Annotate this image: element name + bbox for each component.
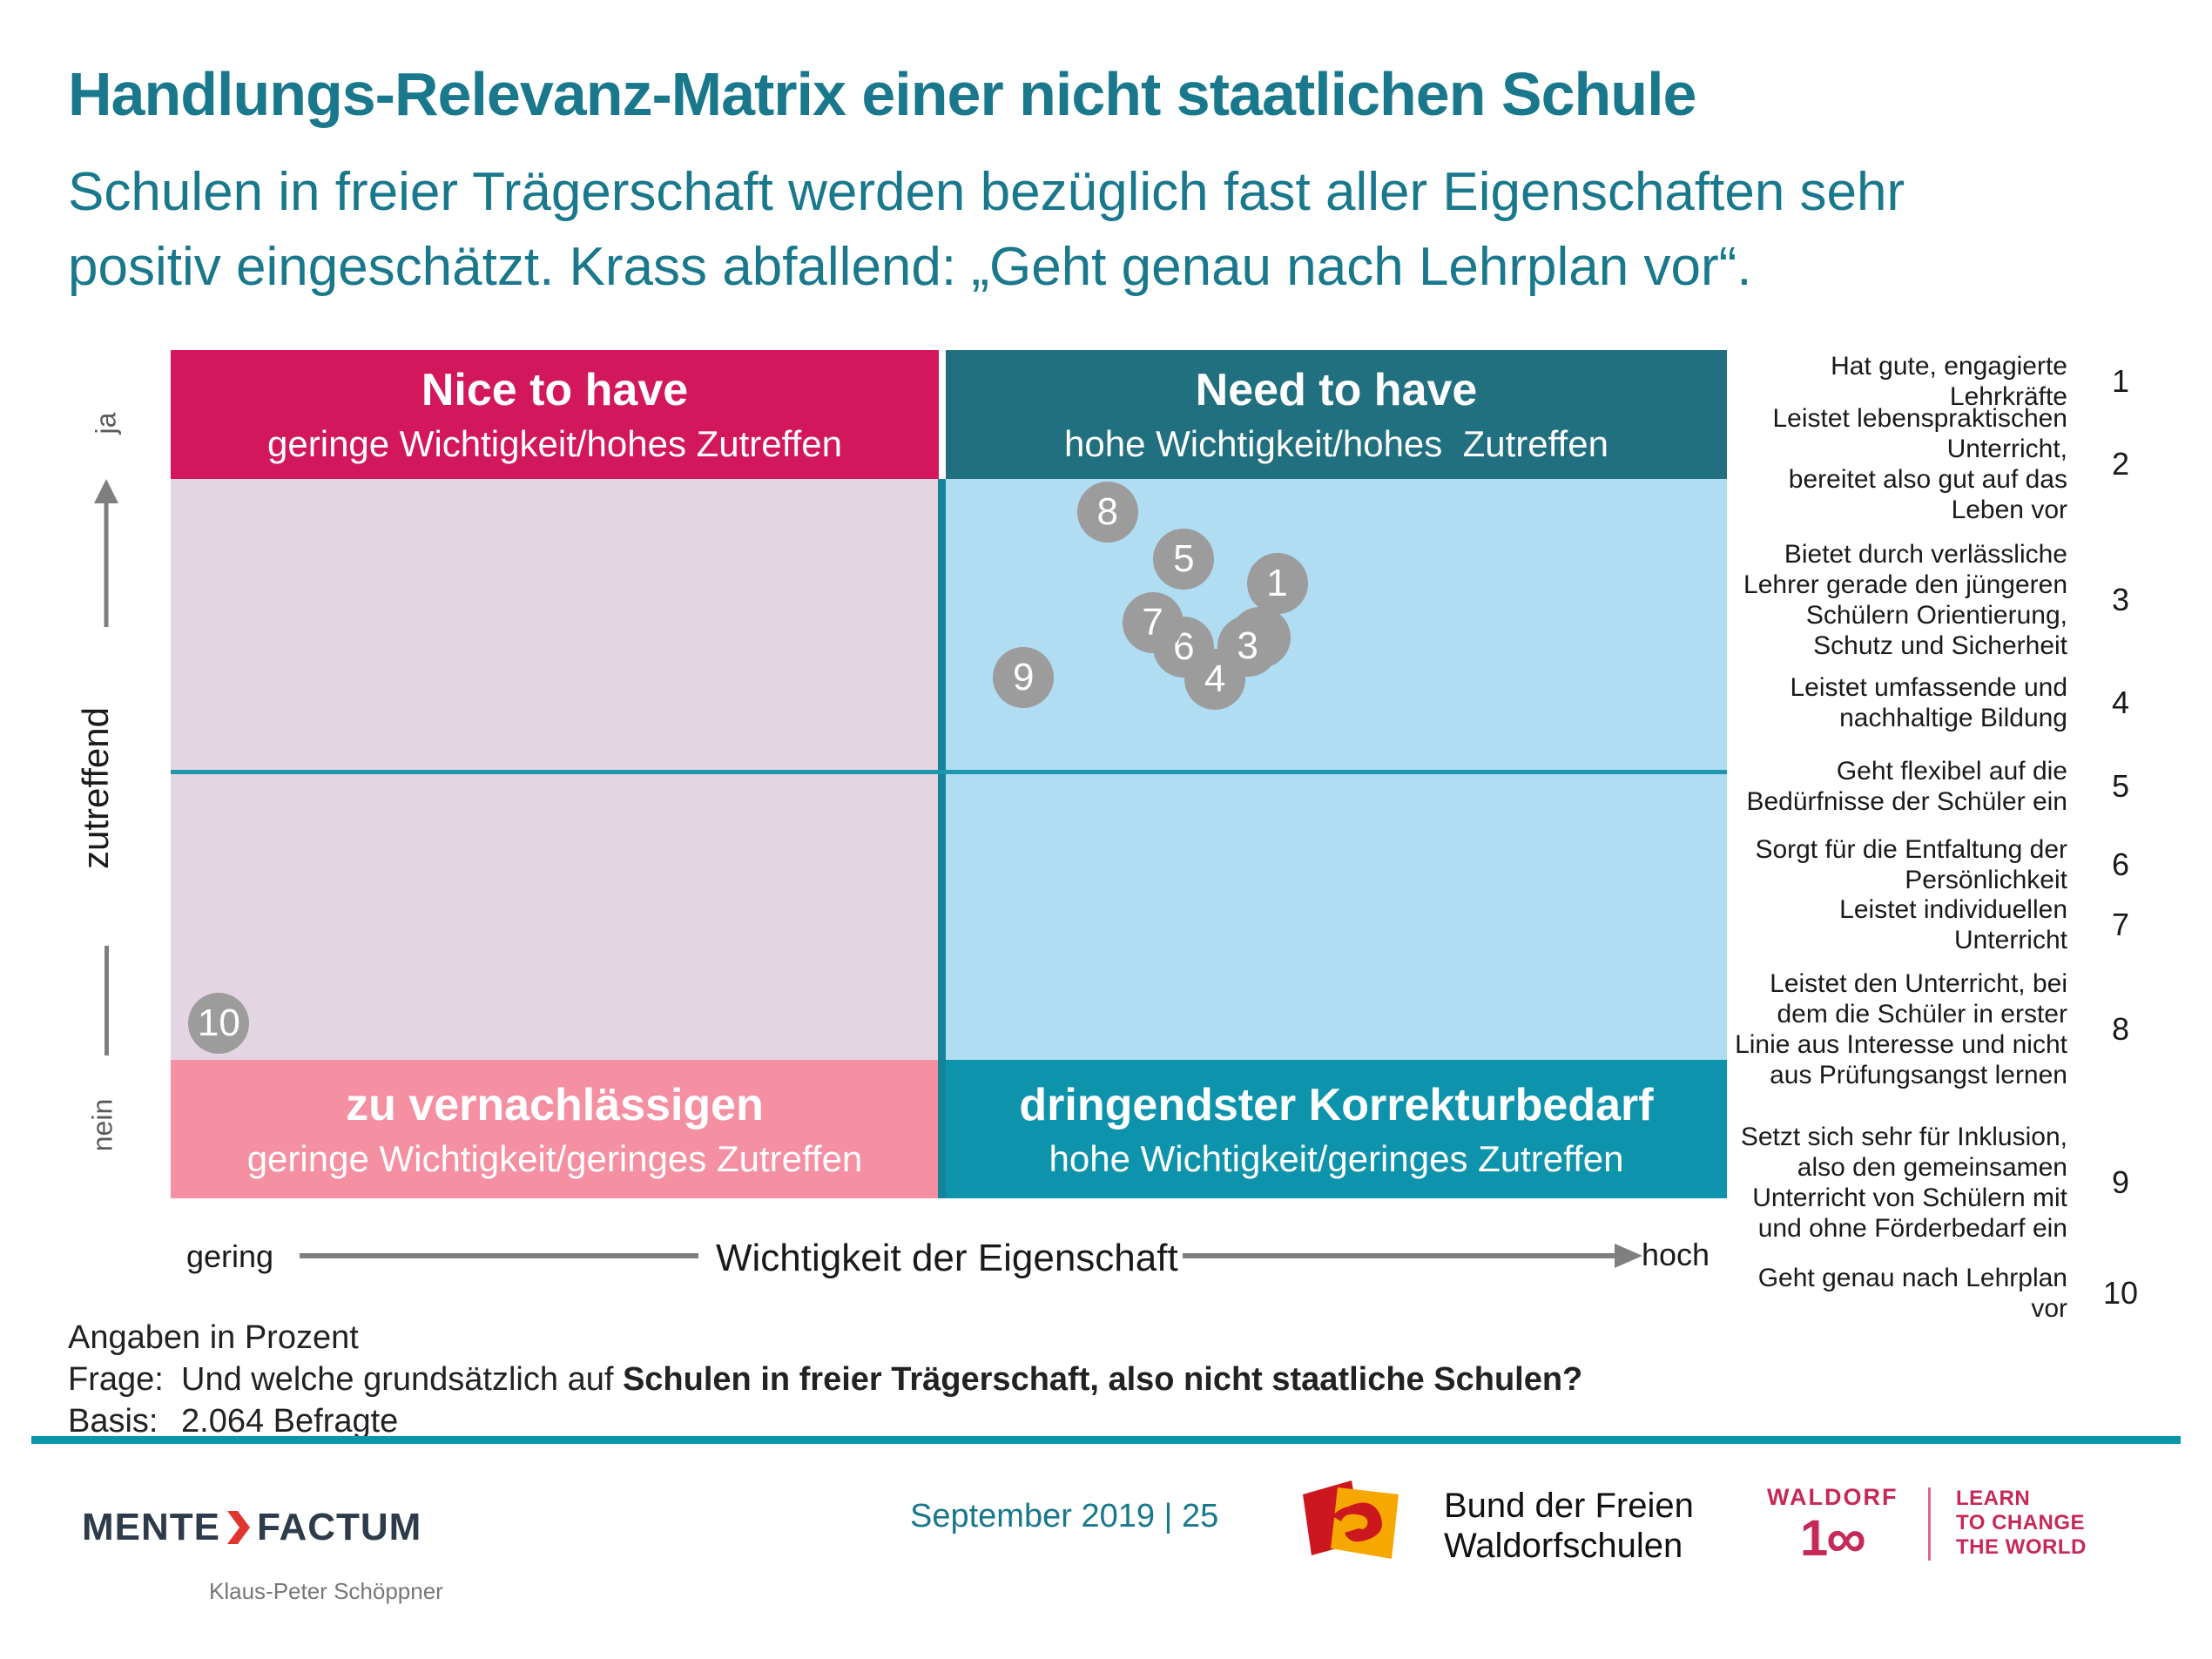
data-point-5: 5 — [1153, 528, 1215, 590]
legend-item-number: 9 — [2111, 1164, 2130, 1200]
data-point-10: 10 — [188, 993, 250, 1055]
waldorf-divider — [1928, 1487, 1931, 1561]
legend-item-text: Setzt sich sehr für Inklusion, also den … — [1740, 1123, 2067, 1243]
legend-item-text: Leistet lebenspraktischen Unterricht, be… — [1772, 404, 2067, 524]
waldorf-wordmark: WALDORF — [1767, 1484, 1898, 1510]
page-date: September 2019 | 25 — [910, 1498, 1219, 1534]
legend-item: Geht flexibel auf die Bedürfnisse der Sc… — [1746, 756, 2151, 817]
legend-item: Leistet umfassende und nachhaltige Bildu… — [1790, 672, 2151, 733]
quadrant-neglect: zu vernachlässigen geringe Wichtigkeit/g… — [171, 1060, 939, 1198]
data-point-7: 7 — [1122, 591, 1184, 653]
legend-item: Bietet durch verlässliche Lehrer gerade … — [1743, 539, 2151, 661]
data-point-4: 4 — [1184, 648, 1246, 710]
legend-item-number: 4 — [2111, 685, 2130, 720]
legend-item: Geht genau nach Lehrplan vor 10 — [1758, 1263, 2151, 1324]
quadrant-title: Need to have — [1195, 365, 1478, 415]
legend-item-text: Leistet individuellen Unterricht — [1839, 895, 2067, 954]
data-point-8: 8 — [1076, 482, 1138, 543]
data-point-3: 3 — [1217, 615, 1278, 677]
quadrant-title: Nice to have — [421, 365, 689, 415]
bund-line1: Bund der Freien — [1444, 1487, 1694, 1525]
frage-label: Frage: — [68, 1361, 164, 1398]
quadrant-subtitle: geringe Wichtigkeit/hohes Zutreffen — [267, 423, 842, 464]
legend-item: Leistet individuellen Unterricht 7 — [1839, 894, 2151, 955]
mente-wordmark-right: FACTUM — [257, 1506, 422, 1548]
legend-item-number: 3 — [2111, 582, 2130, 617]
legend-item-text: Leistet den Unterricht, bei dem die Schü… — [1735, 969, 2067, 1089]
bund-line2: Waldorfschulen — [1444, 1527, 1683, 1565]
basis-row: Basis: 2.064 Befragte — [68, 1400, 1582, 1442]
legend-item: Leistet lebenspraktischen Unterricht, be… — [1772, 403, 2151, 525]
y-axis-line — [105, 946, 109, 1055]
y-axis-arrow-icon — [94, 479, 118, 627]
angaben-note: Angaben in Prozent — [68, 1317, 1582, 1359]
legend-item-number: 7 — [2111, 907, 2130, 942]
waldorf-tagline: LEARN TO CHANGE THE WORLD — [1956, 1487, 2087, 1559]
chevron-icon — [227, 1511, 250, 1544]
quadrant-title: dringendster Korrekturbedarf — [1019, 1079, 1654, 1130]
notes-block: Angaben in Prozent Frage: Und welche gru… — [68, 1317, 1582, 1442]
quadrant-area-left — [171, 479, 939, 1060]
angaben-text: Angaben in Prozent — [68, 1319, 359, 1356]
x-axis-title: Wichtigkeit der Eigenschaft — [716, 1237, 1178, 1279]
mente-wordmark-left: MENTE — [82, 1506, 220, 1548]
scatter-points: 12345678910 — [171, 350, 1727, 1198]
legend-item-number: 10 — [2102, 1275, 2139, 1311]
legend-item-text: Geht flexibel auf die Bedürfnisse der Sc… — [1746, 757, 2067, 816]
matrix-vertical-divider — [938, 479, 946, 1198]
legend-item-number: 1 — [2111, 363, 2130, 399]
legend-item-number: 6 — [2111, 846, 2130, 882]
legend-item: Hat gute, engagierte Lehrkräfte 1 — [1831, 351, 2151, 412]
quadrant-need-to-have: Need to have hohe Wichtigkeit/hohes Zutr… — [946, 350, 1727, 479]
waldorf-100-mark: 1 ∞ — [1800, 1507, 1866, 1569]
page-title: Handlungs-Relevanz-Matrix einer nicht st… — [68, 60, 1696, 128]
page-subtitle: Schulen in freier Trägerschaft werden be… — [68, 162, 1905, 297]
x-axis-label-hoch: hoch — [1642, 1237, 1710, 1272]
quadrant-area-right — [946, 479, 1727, 1060]
basis-value: 2.064 Befragte — [181, 1403, 399, 1440]
quadrant-subtitle: geringe Wichtigkeit/geringes Zutreffen — [246, 1137, 863, 1179]
divider-rule — [31, 1436, 2181, 1444]
legend-item: Leistet den Unterricht, bei dem die Schü… — [1735, 968, 2151, 1090]
legend-item-text: Bietet durch verlässliche Lehrer gerade … — [1743, 540, 2067, 660]
data-point-9: 9 — [993, 646, 1055, 708]
matrix-left-column: Nice to have geringe Wichtigkeit/hohes Z… — [171, 350, 939, 1198]
quadrant-subtitle: hohe Wichtigkeit/hohes Zutreffen — [1064, 423, 1608, 464]
legend-item: Sorgt für die Entfaltung der Persönlichk… — [1755, 834, 2151, 895]
x-axis-line-left — [300, 1253, 698, 1258]
data-point-1: 1 — [1246, 552, 1308, 614]
matrix-right-column: Need to have hohe Wichtigkeit/hohes Zutr… — [946, 350, 1727, 1198]
quadrant-correction-needed: dringendster Korrekturbedarf hohe Wichti… — [946, 1060, 1727, 1198]
legend-item-text: Geht genau nach Lehrplan vor — [1757, 1264, 2067, 1323]
legend-item-text: Leistet umfassende und nachhaltige Bildu… — [1790, 673, 2067, 732]
x-axis-label-gering: gering — [186, 1238, 274, 1274]
y-axis-label-zutreffend: zutreffend — [75, 706, 116, 870]
frage-row: Frage: Und welche grundsätzlich auf Schu… — [68, 1359, 1582, 1400]
quadrant-title: zu vernachlässigen — [346, 1079, 764, 1130]
mentefactum-person: Klaus-Peter Schöppner — [209, 1578, 443, 1604]
x-axis-arrow-icon — [1183, 1244, 1642, 1268]
bund-logo-text: Bund der Freien Waldorfschulen — [1444, 1486, 1694, 1566]
bund-logo-icon — [1303, 1480, 1399, 1559]
waldorf100-logo: WALDORF 1 ∞ — [1767, 1484, 1898, 1570]
legend-item-text: Sorgt für die Entfaltung der Persönlichk… — [1755, 835, 2067, 894]
legend-item-number: 2 — [2111, 446, 2130, 482]
legend-item: Setzt sich sehr für Inklusion, also den … — [1741, 1122, 2151, 1244]
infinity-icon: ∞ — [1826, 1507, 1866, 1569]
quadrant-subtitle: hohe Wichtigkeit/geringes Zutreffen — [1049, 1137, 1624, 1179]
y-axis-label-ja: ja — [90, 412, 122, 435]
matrix-horizontal-divider — [171, 770, 1727, 774]
legend-item-number: 5 — [2111, 768, 2130, 804]
y-axis-label-nein: nein — [86, 1098, 118, 1152]
basis-label: Basis: — [68, 1403, 158, 1440]
frage-text: Und welche grundsätzlich auf Schulen in … — [181, 1361, 1583, 1398]
legend-item-text: Hat gute, engagierte Lehrkräfte — [1831, 352, 2067, 411]
legend-item-number: 8 — [2111, 1011, 2130, 1047]
mentefactum-logo: MENTE FACTUM — [82, 1506, 421, 1549]
relevance-matrix: Nice to have geringe Wichtigkeit/hohes Z… — [171, 350, 1727, 1198]
quadrant-nice-to-have: Nice to have geringe Wichtigkeit/hohes Z… — [171, 350, 939, 479]
